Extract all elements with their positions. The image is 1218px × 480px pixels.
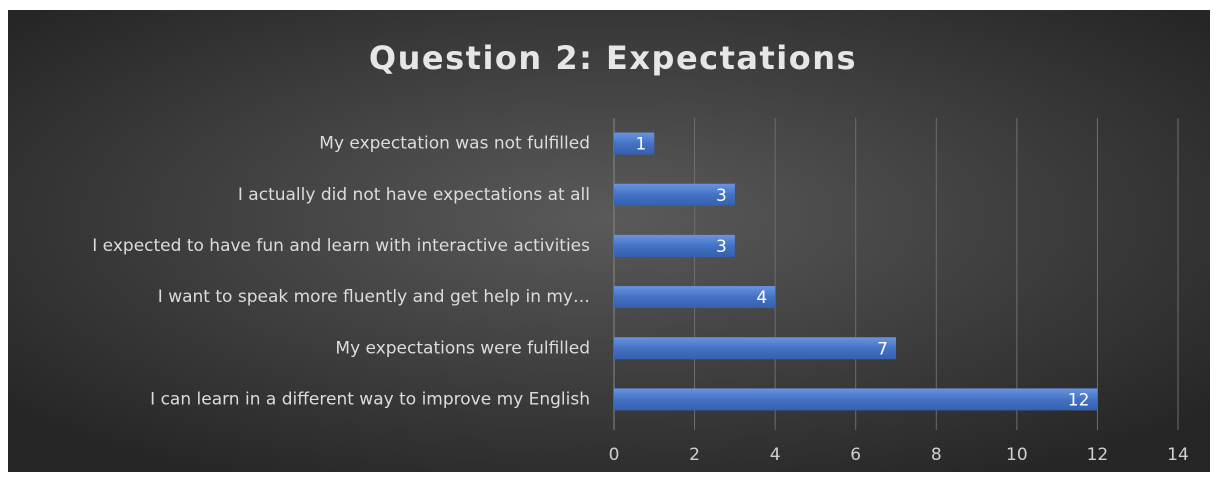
bar — [614, 234, 735, 257]
x-tick-label: 14 — [1167, 445, 1189, 465]
bar — [614, 132, 655, 155]
x-tick-label: 6 — [850, 445, 861, 465]
data-label: 12 — [1068, 390, 1090, 410]
data-label: 7 — [877, 339, 888, 359]
bar — [614, 388, 1098, 411]
x-tick-label: 2 — [689, 445, 700, 465]
y-tick-label: I actually did not have expectations at … — [238, 185, 590, 205]
chart-title: Question 2: Expectations — [369, 39, 857, 77]
y-tick-label: I can learn in a different way to improv… — [150, 389, 590, 409]
bar — [614, 183, 735, 206]
data-label: 3 — [716, 186, 727, 206]
y-tick-label: My expectation was not fulfilled — [319, 134, 590, 154]
x-tick-label: 4 — [770, 445, 781, 465]
bar — [614, 286, 776, 309]
x-tick-label: 8 — [931, 445, 942, 465]
x-tick-label: 12 — [1087, 445, 1109, 465]
x-tick-label: 0 — [609, 445, 620, 465]
y-tick-label: I expected to have fun and learn with in… — [92, 236, 590, 256]
bar — [614, 337, 896, 360]
data-label: 3 — [716, 237, 727, 257]
y-tick-label: I want to speak more fluently and get he… — [158, 287, 590, 307]
y-tick-label: My expectations were fulfilled — [335, 338, 590, 358]
data-label: 1 — [635, 135, 646, 155]
data-label: 4 — [756, 288, 767, 308]
x-tick-label: 10 — [1006, 445, 1028, 465]
